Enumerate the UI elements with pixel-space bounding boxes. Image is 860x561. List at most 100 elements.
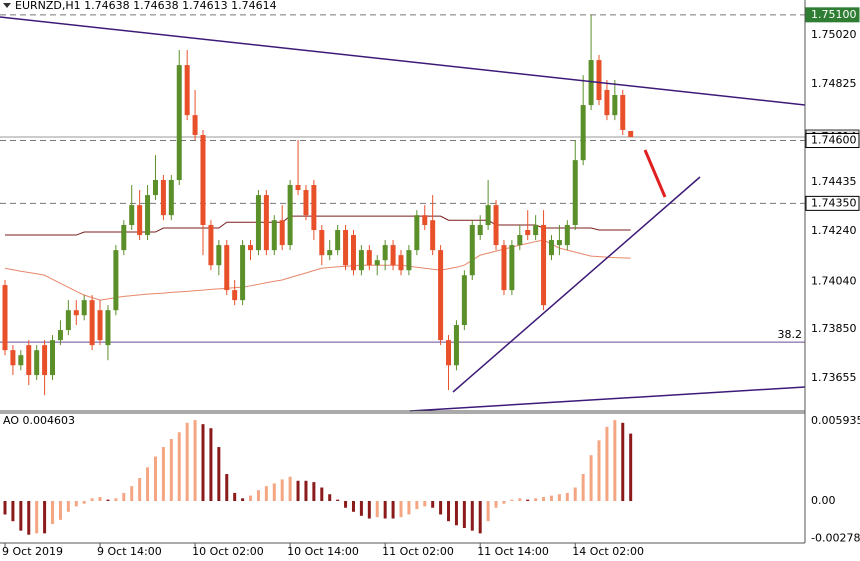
ao-bar (130, 486, 134, 501)
candle-body (224, 245, 230, 291)
moving-average (4, 239, 631, 301)
candle-body (414, 215, 420, 251)
candle-body (105, 310, 111, 346)
ao-bar (534, 498, 538, 501)
ao-bar (43, 500, 47, 534)
candle-body (422, 215, 428, 225)
ao-bar (344, 500, 348, 508)
candle-body (485, 205, 491, 225)
candle-body (390, 245, 396, 266)
candle-body (50, 340, 56, 376)
ao-bar (304, 480, 308, 501)
dropdown-icon[interactable] (3, 3, 11, 8)
candle-body (461, 275, 467, 326)
ao-bar (249, 495, 253, 501)
ao-bar (66, 500, 70, 512)
candle-body (628, 130, 634, 137)
ao-bar (288, 476, 292, 501)
ao-bar (217, 447, 221, 501)
ao-bar (621, 422, 625, 501)
trend-line (409, 386, 806, 412)
candle-body (469, 224, 475, 276)
candle-body (184, 65, 190, 116)
ao-bar (367, 500, 371, 519)
x-tick-label: 9 Oct 2019 (2, 545, 63, 558)
candle-body (113, 250, 119, 311)
candle-body (580, 105, 586, 161)
ao-bar (597, 440, 601, 501)
candle-body (192, 115, 198, 135)
candle-body (89, 300, 95, 346)
x-tick-label: 10 Oct 14:00 (287, 545, 359, 558)
moving-average (5, 215, 631, 236)
ao-bar (573, 487, 577, 501)
trend-line (0, 16, 806, 106)
candle-body (556, 240, 562, 246)
ao-bar (19, 500, 23, 531)
ao-bar (415, 500, 419, 510)
ao-bar (557, 494, 561, 501)
candle-body (287, 185, 293, 246)
x-tick-label: 11 Oct 14:00 (477, 545, 549, 558)
ao-bar (225, 474, 229, 501)
ao-bar (613, 420, 617, 501)
candle-body (438, 250, 444, 341)
candle-body (152, 179, 158, 196)
candle-body (517, 235, 523, 246)
ao-bar (11, 500, 15, 522)
marks-layer (2, 15, 634, 535)
candle-body (366, 250, 372, 266)
ao-bar (336, 499, 340, 501)
candle-body (477, 224, 483, 236)
candle-body (327, 250, 333, 256)
y-tick-label: 1.74240 (811, 224, 857, 237)
ao-bar (565, 492, 569, 501)
ao-bar (296, 480, 300, 501)
ao-bar (272, 483, 276, 501)
candle-body (65, 310, 71, 331)
labels-layer: 1.75020 1.74825 1.74435 1.74240 1.74040 1.738… (2, 7, 860, 558)
candle-body (398, 255, 404, 271)
candle-body (358, 250, 364, 271)
ao-bar (233, 492, 237, 501)
candle-body (176, 65, 182, 180)
ao-bar (494, 500, 498, 508)
ao-bar (407, 500, 411, 515)
ao-bar (122, 492, 126, 501)
ao-bar (391, 500, 395, 519)
ao-bar (502, 500, 506, 504)
candle-body (548, 240, 554, 256)
ao-bar (526, 499, 530, 501)
level-label: 1.74600 (811, 134, 857, 147)
candle-body (121, 224, 127, 251)
ao-bar (114, 498, 118, 501)
ao-bar (518, 498, 522, 501)
ao-bar (359, 500, 363, 516)
ao-bar (431, 500, 435, 508)
candle-body (10, 350, 16, 366)
y-tick-label: 1.73655 (811, 371, 857, 384)
candle-body (129, 205, 135, 225)
ao-bar (549, 495, 553, 501)
candle-body (588, 60, 594, 106)
ao-bar (439, 500, 443, 515)
candle-body (350, 235, 356, 271)
ao-bar (185, 422, 189, 501)
ao-bar (510, 499, 514, 501)
ao-bar (542, 496, 546, 501)
candle-body (208, 224, 214, 266)
candle-body (374, 260, 380, 266)
candle-body (248, 245, 254, 251)
level-box (805, 133, 860, 149)
ao-bar (177, 432, 181, 501)
trend-line (452, 176, 701, 393)
candle-body (620, 95, 626, 130)
ao-bar (161, 447, 165, 501)
ao-bar (470, 500, 474, 531)
candle-body (263, 195, 269, 251)
candle-body (319, 230, 325, 256)
candle-body (564, 224, 570, 246)
candle-body (271, 220, 277, 251)
